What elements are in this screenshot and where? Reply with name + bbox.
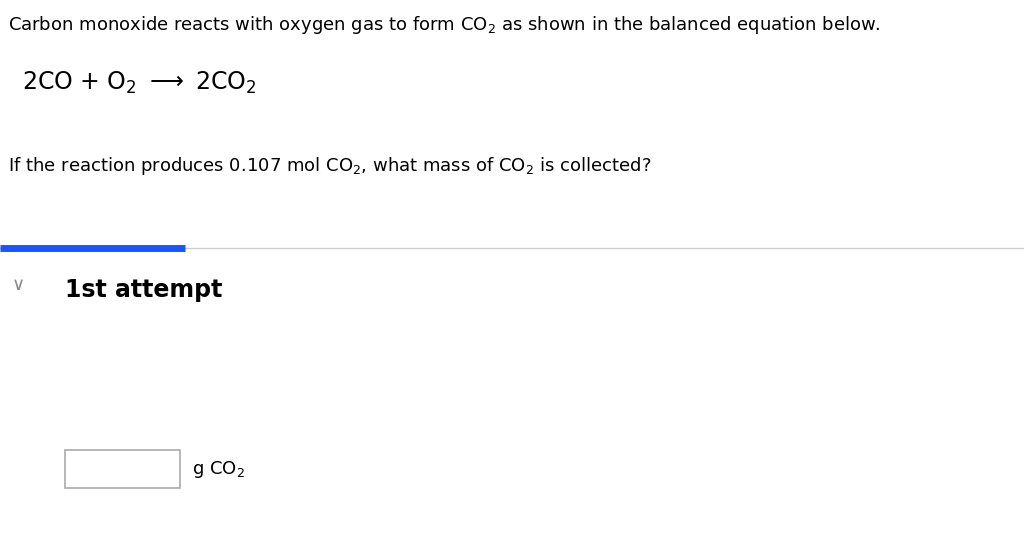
Text: 1st attempt: 1st attempt — [65, 278, 222, 302]
Text: If the reaction produces 0.107 mol CO$_2$, what mass of CO$_2$ is collected?: If the reaction produces 0.107 mol CO$_2… — [8, 155, 651, 177]
Text: 2CO + O$_2$ $\longrightarrow$ 2CO$_2$: 2CO + O$_2$ $\longrightarrow$ 2CO$_2$ — [22, 70, 256, 96]
Text: ∨: ∨ — [11, 276, 25, 294]
Bar — [65, 450, 180, 488]
Text: Carbon monoxide reacts with oxygen gas to form CO$_2$ as shown in the balanced e: Carbon monoxide reacts with oxygen gas t… — [8, 14, 881, 36]
Text: g CO$_2$: g CO$_2$ — [193, 458, 245, 480]
